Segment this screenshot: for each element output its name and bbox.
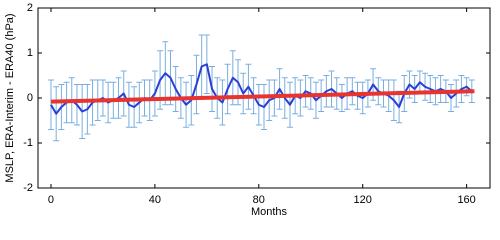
x-tick-label: 40: [149, 194, 161, 206]
x-tick-label: 0: [48, 194, 54, 206]
x-tick-label: 120: [354, 194, 372, 206]
x-axis-label: Months: [251, 206, 288, 218]
y-tick-label: 0: [27, 92, 33, 104]
y-tick-label: -1: [23, 137, 33, 149]
chart: Months MSLP, ERA-Interim - ERA40 (hPa) -…: [4, 2, 491, 218]
line: [50, 63, 473, 115]
y-tick-label: 1: [27, 47, 33, 59]
error-bar: [47, 79, 54, 130]
x-tick-label: 160: [457, 194, 475, 206]
y-tick-label: 2: [27, 2, 33, 14]
y-axis-label: MSLP, ERA-Interim - ERA40 (hPa): [4, 13, 16, 182]
x-tick-label: 80: [253, 194, 265, 206]
y-tick-label: -2: [23, 182, 33, 194]
line: [50, 89, 475, 104]
